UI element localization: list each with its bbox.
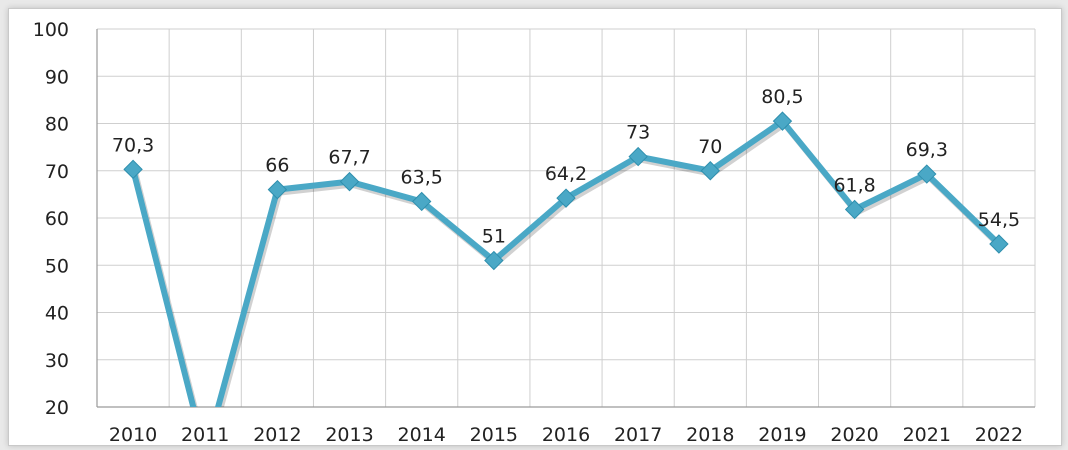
data-point-marker xyxy=(917,164,937,184)
series-markers xyxy=(123,111,1009,271)
x-tick-label: 2016 xyxy=(542,424,590,445)
data-label: 70 xyxy=(698,136,722,158)
data-label: 67,7 xyxy=(328,147,370,169)
x-tick-label: 2021 xyxy=(903,424,951,445)
y-tick-label: 100 xyxy=(33,19,69,41)
data-point-marker xyxy=(339,171,360,192)
y-tick-label: 20 xyxy=(45,397,69,419)
x-tick-label: 2022 xyxy=(975,424,1023,445)
data-point-marker xyxy=(484,250,504,271)
data-label: 64,2 xyxy=(545,163,587,185)
data-point-marker xyxy=(123,159,143,180)
x-tick-label: 2017 xyxy=(614,424,662,445)
x-tick-label: 2010 xyxy=(109,424,157,445)
x-axis-ticks: 2010 2011 2012 2013 2014 2015 2016 2017 2018 2019… xyxy=(109,424,1023,445)
y-tick-label: 90 xyxy=(45,66,69,88)
data-point-marker xyxy=(700,161,721,181)
x-tick-label: 2014 xyxy=(398,424,446,445)
data-label: 80,5 xyxy=(761,86,803,108)
data-point-marker xyxy=(989,234,1009,254)
data-label: 73 xyxy=(626,122,650,144)
data-point-marker xyxy=(772,111,793,131)
data-label: 69,3 xyxy=(906,139,948,161)
data-label: 70,3 xyxy=(112,134,154,156)
data-labels: 70,3 66 67,7 63,5 51 64,2 73 70 80,5 61,8 69,3 54,5 xyxy=(112,86,1020,247)
data-point-marker xyxy=(844,199,865,220)
x-tick-label: 2018 xyxy=(686,424,734,445)
y-tick-label: 80 xyxy=(45,114,69,136)
y-axis-ticks: 20 30 40 50 60 70 80 90 100 xyxy=(33,19,69,419)
x-tick-label: 2020 xyxy=(830,424,878,445)
y-tick-label: 70 xyxy=(45,161,69,183)
data-label: 66 xyxy=(265,155,289,177)
data-label: 63,5 xyxy=(401,166,443,188)
grid xyxy=(96,28,1036,408)
x-tick-label: 2012 xyxy=(253,424,301,445)
data-point-marker xyxy=(267,179,288,200)
data-point-marker xyxy=(628,146,648,167)
data-label: 51 xyxy=(482,226,506,248)
x-tick-label: 2013 xyxy=(325,424,373,445)
y-tick-label: 60 xyxy=(45,208,69,230)
data-label: 54,5 xyxy=(978,209,1020,231)
y-tick-label: 30 xyxy=(45,350,69,372)
x-tick-label: 2019 xyxy=(758,424,806,445)
x-tick-label: 2015 xyxy=(470,424,518,445)
y-tick-label: 40 xyxy=(45,303,69,325)
data-point-marker xyxy=(411,191,432,212)
y-tick-label: 50 xyxy=(45,255,69,277)
data-label: 61,8 xyxy=(833,174,875,196)
data-point-marker xyxy=(556,188,576,208)
chart-frame: 20 30 40 50 60 70 80 90 100 2010 2011 2012 2013 2014… xyxy=(8,8,1062,446)
line-chart: 20 30 40 50 60 70 80 90 100 2010 2011 2012 2013 2014… xyxy=(33,19,1036,445)
x-tick-label: 2011 xyxy=(181,424,229,445)
